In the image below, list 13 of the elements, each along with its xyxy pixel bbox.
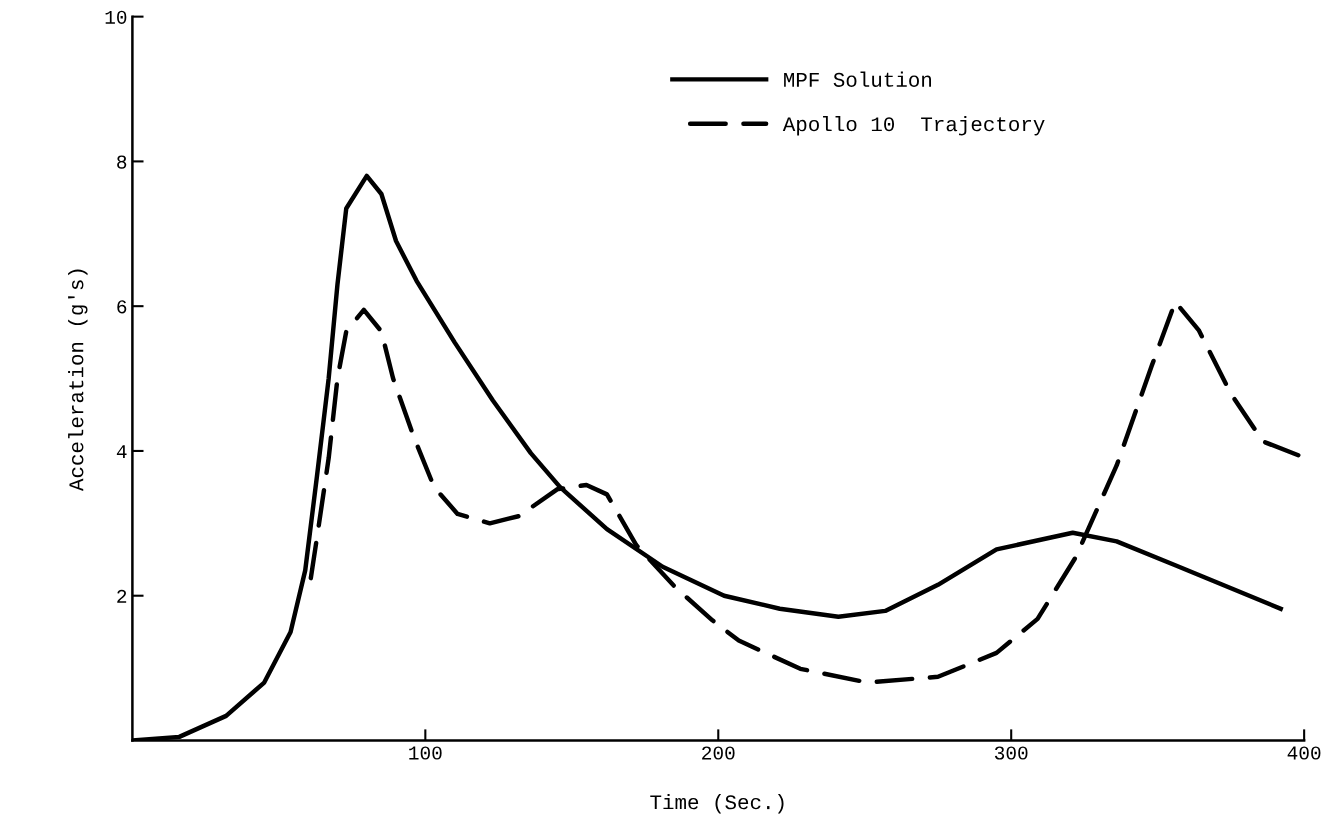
x-tick-label: 400 xyxy=(1287,746,1321,760)
y-tick-label: 10 xyxy=(105,10,127,24)
y-tick-label: 8 xyxy=(117,155,127,169)
y-tick-label: 2 xyxy=(117,589,127,603)
y-tick-label: 6 xyxy=(117,300,127,314)
x-tick-label: 300 xyxy=(994,746,1028,760)
x-axis-title: Time (Sec.) xyxy=(650,794,784,814)
legend-label: Apollo 10 Trajectory xyxy=(782,116,1045,136)
x-tick-label: 100 xyxy=(409,746,442,760)
legend-label: MPF Solution xyxy=(784,71,931,87)
y-tick-label: 4 xyxy=(116,445,127,458)
x-tick-label: 200 xyxy=(702,746,735,760)
y-axis-title: Acceleration (g's) xyxy=(68,269,88,492)
